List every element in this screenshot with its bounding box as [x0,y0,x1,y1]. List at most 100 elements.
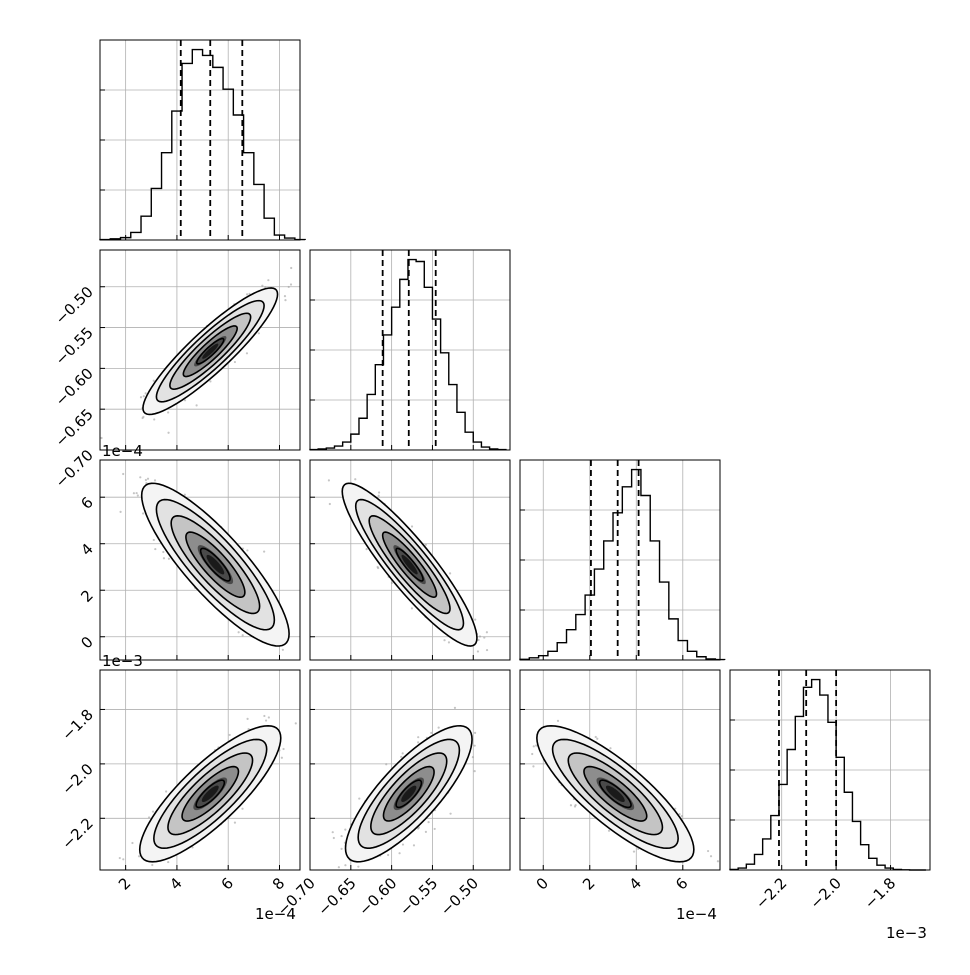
pair-3-0-contour-2 [167,752,254,836]
pair-2-0-point [263,550,266,553]
pair-1-0-point [144,392,147,395]
pair-3-2-point [532,745,535,748]
pair-3-1-point [473,731,477,735]
pair-1-0-contour-4 [195,337,225,365]
pair-3-2-point [501,735,503,737]
pair-2-1-point [464,665,466,667]
pair-1-0-point [100,436,103,440]
ytick-label-2-0: 0 [77,633,96,652]
x-offset-label-2: 1e−4 [676,905,717,923]
pair-3-2-contour-2 [567,752,664,836]
pair-3-1-point [358,797,361,800]
pair-2-0-point [122,472,125,476]
pair-1-0-point [153,418,156,421]
pair-3-2-point [680,815,683,818]
pair-3-2-point [556,719,560,722]
pair-2-0-contour-1 [155,498,276,631]
pair-1-0-point [141,416,144,420]
pair-3-2-contour-1 [551,738,679,850]
pair-1-0-contour-0 [142,287,279,416]
pair-2-0-contour-2 [170,515,261,615]
ytick-label-1-4: −0.50 [52,283,97,328]
pair-3-1-point [473,770,476,773]
xtick-label-0-2: 6 [218,874,237,893]
pair-3-1-point [357,865,360,868]
pair-3-1-point [323,881,325,883]
pair-1-0-point [289,283,293,286]
pair-3-2-point [709,855,713,858]
pair-1-0-point [142,395,145,398]
pair-3-1-point [346,872,348,874]
pair-3-0-point [191,846,194,849]
pair-3-1-point [331,831,334,834]
xtick-label-2-3: 6 [672,874,691,893]
pair-3-2-point [535,744,538,747]
pair-1-0-point [287,285,290,289]
hist-0-frame [99,39,301,241]
pair-1-0-point [209,380,212,383]
pair-3-2-point [678,812,681,816]
pair-2-1-frame [309,459,511,661]
hist-3-frame [729,669,931,871]
pair-3-2-point [706,849,710,853]
pair-3-0-frame [99,669,301,871]
pair-2-1-point [474,618,477,621]
pair-2-1-point [443,639,446,642]
xtick-label-2-0: 0 [533,874,552,893]
pair-1-0-point [284,298,287,302]
pair-2-1-band-5 [401,554,418,575]
pair-2-0-band-5 [206,554,225,575]
pair-3-1-point [473,744,476,747]
hist-2-frame [519,459,721,661]
hist-panel-3 [729,669,931,871]
pair-3-2-contour-0 [536,724,695,863]
pair-2-0-point [152,538,155,542]
xtick-label-2-2: 4 [626,874,645,893]
pair-3-0-point [137,855,141,858]
pair-3-2-frame [519,669,721,871]
pair-3-0-contour-3 [181,765,240,822]
pair-3-2-point [532,765,535,768]
pair-panel-3-1 [309,669,511,883]
pair-3-0-point [280,756,283,759]
pair-2-1-point [485,648,489,652]
hist-panel-0 [99,39,306,241]
pair-1-0-point [245,352,249,355]
pair-1-0-point [167,411,170,414]
pair-1-0-point [257,332,260,335]
hist-panel-1 [309,249,511,451]
pair-2-1-point [485,631,488,634]
pair-3-1-point [387,853,390,857]
pair-3-1-point [471,756,474,759]
pair-2-0-point [132,492,135,495]
ytick-label-3-2: −1.8 [58,706,96,744]
pair-1-0-contour-1 [155,299,265,403]
pair-1-0-point [139,396,143,399]
pair-3-1-contour-4 [395,779,423,809]
xtick-label-1-1: −0.65 [314,874,359,919]
pair-3-1-point [430,731,433,734]
pair-3-0-point [263,714,266,718]
pair-3-0-point [167,860,170,864]
pair-3-0-point [311,678,313,680]
pair-3-0-point [246,717,249,721]
pair-1-0-contour-2 [169,312,252,390]
pair-3-1-point [417,741,420,744]
pair-1-0-band-5 [202,343,219,359]
pair-2-0-point [153,479,157,482]
pair-3-0-point [282,747,285,751]
pair-2-0-point [237,631,240,634]
pair-3-0-point [241,807,244,810]
pair-3-2-band-5 [605,785,625,802]
pair-2-0-contour-0 [140,482,290,647]
pair-3-2-point [531,752,534,756]
pair-3-1-point [400,755,403,758]
ytick-label-1-0: −0.70 [52,446,97,491]
pair-3-0-point [122,858,125,861]
pair-3-0-contour-4 [195,779,226,809]
pair-panel-3-2 [501,669,721,871]
ytick-label-2-1: 2 [77,586,96,605]
pair-3-1-point [344,828,347,831]
pair-3-0-point [147,816,151,819]
